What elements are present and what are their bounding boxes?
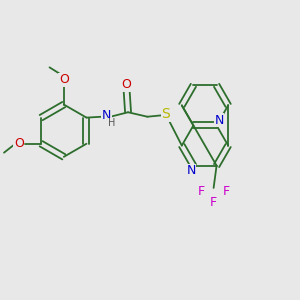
Text: O: O <box>59 74 69 86</box>
Text: F: F <box>210 196 217 209</box>
Text: N: N <box>186 164 196 178</box>
Text: N: N <box>214 114 224 127</box>
Text: O: O <box>14 137 24 150</box>
Text: F: F <box>223 185 230 198</box>
Text: N: N <box>102 109 111 122</box>
Text: F: F <box>198 185 205 198</box>
Text: S: S <box>161 107 170 121</box>
Text: H: H <box>108 118 116 128</box>
Text: O: O <box>122 78 131 91</box>
